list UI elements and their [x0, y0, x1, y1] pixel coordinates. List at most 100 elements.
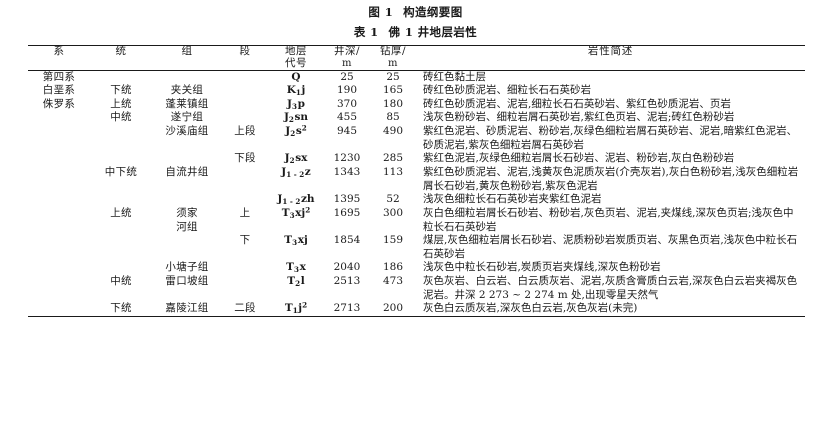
- cell-drilled-thickness: 473: [382, 275, 404, 288]
- cell-drilled-thickness: 186: [382, 261, 404, 274]
- table-row: 下统 嘉陵江组 二段 T1j2 2713 200 灰色白云质灰岩,深灰色白云岩,灰色灰岩(未…: [28, 300, 805, 317]
- figure-caption-label: 图 1: [368, 5, 394, 19]
- table-header: 系 统 组 段 地层 代号 井深/ m 钻厚/ m 岩性简述: [28, 45, 805, 71]
- cell-stratum-code: T3xj2: [281, 205, 311, 220]
- figure-caption: 图 1 构造纲要图: [0, 4, 831, 20]
- cell-xi: [28, 193, 90, 207]
- cell-zu: 蓬莱镇组: [165, 97, 209, 110]
- cell-tong: 中统: [110, 275, 132, 288]
- cell-tong: 下统: [110, 84, 132, 97]
- cell-xi: [28, 261, 90, 275]
- cell-xi: [28, 166, 90, 193]
- cell-zu: 遂宁组: [170, 111, 204, 124]
- cell-well-depth: 190: [336, 84, 358, 97]
- column-header-well-depth-unit: m: [342, 57, 352, 69]
- cell-duan: [222, 193, 268, 207]
- table-row: 上统 须家 河组 上 T3xj2 1695 300 灰白色细粒岩屑长石砂岩、粉砂岩,灰色页岩、…: [28, 205, 805, 234]
- cell-well-depth: 1854: [333, 234, 361, 247]
- cell-well-depth: 1343: [333, 165, 361, 178]
- cell-duan: [222, 98, 268, 112]
- cell-zu: 自流井组: [165, 165, 209, 178]
- cell-description: 紫红色泥岩,灰绿色细粒岩屑长石砂岩、泥岩、粉砂岩,灰白色粉砂岩: [423, 152, 735, 165]
- table-body: 第四系 Q 25 25 砖红色黏土层 白垩系 下统 夹关组 K1j 190 165 砖红色砂质泥岩、细…: [28, 70, 805, 317]
- column-header-drilled-thickness: 钻厚/ m: [370, 45, 416, 71]
- cell-xi: [28, 275, 90, 302]
- cell-xi: 第四系: [42, 70, 76, 83]
- cell-description: 砖红色黏土层: [423, 70, 486, 83]
- cell-xi: [28, 302, 90, 316]
- cell-description: 浅灰色粉砂岩、细粒岩屑石英砂岩,紫红色页岩、泥岩;砖红色粉砂岩: [423, 111, 735, 124]
- column-header-zu: 组: [181, 45, 193, 57]
- cell-well-depth: 1395: [333, 193, 361, 206]
- column-header-stratum-code: 地层 代号: [268, 45, 324, 71]
- cell-drilled-thickness: 159: [382, 234, 404, 247]
- column-header-well-depth-line1: 井深/: [333, 45, 361, 57]
- cell-zu: 须家 河组: [176, 206, 198, 233]
- cell-xi: [28, 234, 90, 261]
- column-header-description: 岩性简述: [587, 45, 634, 57]
- table-row: 沙溪庙组 上段 J2s2 945 490 紫红色泥岩、砂质泥岩、粉砂岩,灰绿色细粒岩屑石英…: [28, 123, 805, 152]
- cell-tong: [90, 193, 152, 207]
- table-row: 小塘子组 T3x 2040 186 浅灰色中粒长石砂岩,炭质页岩夹煤线,深灰色粉砂岩: [28, 261, 805, 275]
- cell-description: 灰色灰岩、白云岩、白云质灰岩、泥岩,灰质含膏质白云岩,深灰色白云岩夹褐灰色泥岩。…: [423, 275, 798, 301]
- cell-tong: [90, 152, 152, 166]
- table-row: 中下统 自流井组 J1 - 2z 1343 113 紫红色砂质泥岩、泥岩,浅黄灰色泥质灰岩…: [28, 166, 805, 193]
- cell-drilled-thickness: 300: [382, 206, 404, 219]
- cell-stratum-code: J1 - 2zh: [277, 193, 315, 207]
- cell-duan: [222, 166, 268, 193]
- cell-zu: [152, 193, 222, 207]
- table-row: 下 T3xj 1854 159 煤层,灰色细粒岩屑长石砂岩、泥质粉砂岩炭质页岩、灰黑色页…: [28, 234, 805, 261]
- cell-description: 浅灰色中粒长石砂岩,炭质页岩夹煤线,深灰色粉砂岩: [423, 261, 661, 274]
- cell-stratum-code: T3x: [286, 261, 306, 275]
- table-row: J1 - 2zh 1395 52 浅灰色细粒长石石英砂岩夹紫红色泥岩: [28, 193, 805, 207]
- cell-tong: 上统: [110, 206, 132, 219]
- table-caption-label: 表 1: [353, 25, 379, 39]
- cell-description: 紫红色泥岩、砂质泥岩、粉砂岩,灰绿色细粒岩屑石英砂岩、泥岩,暗紫红色泥岩、砂质泥…: [423, 125, 798, 151]
- cell-xi: [28, 207, 90, 234]
- cell-xi: [28, 111, 90, 125]
- table-caption-title: 佛 1 井地层岩性: [388, 25, 478, 39]
- cell-drilled-thickness: 113: [382, 165, 404, 178]
- cell-zu: 小塘子组: [165, 261, 209, 274]
- cell-duan: 上: [239, 206, 251, 219]
- cell-duan: [222, 111, 268, 125]
- table-row: 白垩系 下统 夹关组 K1j 190 165 砖红色砂质泥岩、细粒长石石英砂岩: [28, 84, 805, 98]
- cell-tong: 中统: [110, 111, 132, 124]
- cell-description: 紫红色砂质泥岩、泥岩,浅黄灰色泥质灰岩(介壳灰岩),灰白色粉砂岩,浅灰色细粒岩屑…: [423, 165, 799, 192]
- cell-well-depth: 370: [336, 97, 358, 110]
- cell-xi: [28, 125, 90, 152]
- cell-duan: [222, 84, 268, 98]
- cell-duan: 上段: [234, 125, 256, 138]
- cell-drilled-thickness: 200: [382, 302, 404, 315]
- column-header-stratum-code-line1: 地层: [285, 45, 307, 57]
- cell-stratum-code: T1j2: [284, 300, 308, 316]
- cell-stratum-code: J2s2: [285, 123, 307, 138]
- cell-zu: 沙溪庙组: [165, 125, 209, 138]
- cell-zu: [152, 234, 222, 261]
- cell-description: 浅灰色细粒长石石英砂岩夹紫红色泥岩: [423, 193, 602, 206]
- cell-zu: 嘉陵江组: [165, 302, 209, 315]
- cell-xi: 侏罗系: [42, 97, 76, 110]
- cell-tong: [90, 70, 152, 84]
- cell-drilled-thickness: 490: [382, 125, 404, 138]
- cell-stratum-code: K1j: [286, 84, 306, 97]
- cell-duan: [222, 261, 268, 275]
- cell-tong: 下统: [110, 302, 132, 315]
- figure-caption-title: 构造纲要图: [403, 5, 463, 19]
- cell-duan: 下: [239, 234, 251, 247]
- stratigraphy-table: 系 统 组 段 地层 代号 井深/ m 钻厚/ m 岩性简述 第四系 Q 25 2: [28, 45, 805, 317]
- cell-stratum-code: T3xj: [284, 234, 308, 247]
- cell-zu: 夹关组: [170, 84, 204, 97]
- table-row: 中统 遂宁组 J2sn 455 85 浅灰色粉砂岩、细粒岩屑石英砂岩,紫红色页岩、泥岩;砖…: [28, 111, 805, 125]
- cell-zu: 雷口坡组: [165, 275, 209, 288]
- column-header-tong: 统: [115, 45, 127, 57]
- column-header-duan: 段: [239, 45, 251, 57]
- cell-zu: [152, 70, 222, 84]
- cell-duan: 下段: [234, 152, 256, 165]
- column-header-well-depth: 井深/ m: [324, 45, 370, 71]
- cell-duan: [222, 275, 268, 302]
- cell-stratum-code: J3p: [287, 97, 305, 111]
- column-header-stratum-code-line2: 代号: [285, 56, 307, 69]
- table-row: 第四系 Q 25 25 砖红色黏土层: [28, 70, 805, 84]
- cell-drilled-thickness: 85: [386, 111, 400, 124]
